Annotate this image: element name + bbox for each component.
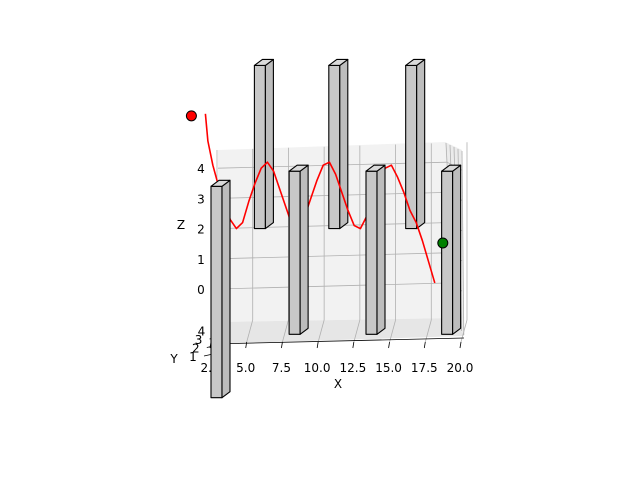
- x-floor-grid-line: [282, 319, 289, 343]
- obstacle-top-face: [365, 164, 386, 172]
- z-axis-label: Z: [177, 218, 185, 232]
- y-tick-label: 2: [192, 342, 200, 356]
- x-floor-grid-line: [389, 319, 396, 343]
- obstacle-side-face: [452, 164, 462, 335]
- obstacle-side-face: [339, 58, 349, 230]
- obstacle-side-face: [416, 58, 426, 230]
- obstacle-front-face: [288, 170, 301, 335]
- obstacle-box: [365, 164, 386, 335]
- y-tick-label: 4: [198, 325, 206, 339]
- obstacle-box: [253, 58, 274, 230]
- obstacle-box: [405, 58, 426, 230]
- obstacle-front-face: [210, 185, 223, 399]
- obstacle-side-face: [376, 164, 386, 335]
- obstacle-top-face: [288, 164, 309, 172]
- x-tick: [459, 341, 462, 349]
- obstacle-top-face: [328, 58, 349, 67]
- z-tick-label: 3: [197, 192, 205, 206]
- z-tick-label: 0: [197, 283, 205, 297]
- z-grid-line: [217, 282, 448, 290]
- x-tick-labels: 2.5 5.0 7.5 10.0 12.5 15.0 17.5 20.0: [200, 361, 473, 375]
- x-floor-grid-line: [317, 319, 325, 343]
- x-tick-label: 12.5: [339, 361, 366, 375]
- path-line: [204, 113, 436, 284]
- z-tick-label: 2: [197, 223, 205, 237]
- obstacle-top-face: [253, 58, 274, 67]
- x-floor-grid-line: [424, 319, 432, 343]
- obstacle-box: [328, 58, 349, 230]
- obstacle-top-face: [441, 164, 462, 172]
- z-tick-labels: 0 1 2 3 4: [197, 162, 205, 297]
- x-axis-label: X: [334, 377, 342, 391]
- x-tick: [423, 341, 426, 349]
- markers: [185, 110, 449, 249]
- obstacles-back: [253, 58, 426, 230]
- x-tick-label: 17.5: [411, 361, 438, 375]
- x-tick: [388, 341, 390, 349]
- x-tick: [281, 341, 283, 349]
- x-tick-label: 5.0: [236, 361, 255, 375]
- x-floor-grid-line: [246, 319, 254, 343]
- obstacle-side-face: [221, 179, 231, 399]
- obstacle-front-face: [328, 64, 341, 230]
- x-tick-label: 7.5: [272, 361, 291, 375]
- obstacle-box: [288, 164, 309, 335]
- x-tick: [245, 341, 248, 349]
- obstacle-front-face: [441, 170, 454, 335]
- y-side-grid-line: [461, 150, 465, 336]
- y-tick-label: 3: [195, 333, 203, 347]
- obstacle-top-face: [210, 179, 231, 187]
- goal-marker: [437, 237, 449, 249]
- obstacle-front-face: [253, 64, 266, 230]
- start-marker: [185, 110, 197, 122]
- obstacle-side-face: [299, 164, 309, 335]
- obstacle-side-face: [264, 58, 274, 230]
- z-tick-label: 1: [197, 253, 205, 267]
- path-layer: [204, 113, 436, 284]
- y-tick-label: 1: [189, 350, 197, 364]
- floor-pane: [212, 318, 464, 344]
- obstacle-front-face: [365, 170, 378, 335]
- obstacle-top-face: [405, 58, 426, 67]
- x-axis-line: [211, 337, 465, 345]
- x-tick-label: 20.0: [447, 361, 474, 375]
- x-tick: [316, 341, 319, 349]
- x-tick: [352, 341, 355, 349]
- x-floor-grid-line: [353, 319, 361, 343]
- x-tick-label: 10.0: [304, 361, 331, 375]
- obstacles-front: [210, 164, 462, 399]
- x-tick-label: 15.0: [375, 361, 402, 375]
- obstacle-box: [210, 179, 231, 399]
- z-tick-label: 4: [197, 162, 205, 176]
- obstacle-box: [441, 164, 462, 335]
- y-axis-label: Y: [169, 352, 178, 366]
- z-grid-line: [217, 252, 448, 260]
